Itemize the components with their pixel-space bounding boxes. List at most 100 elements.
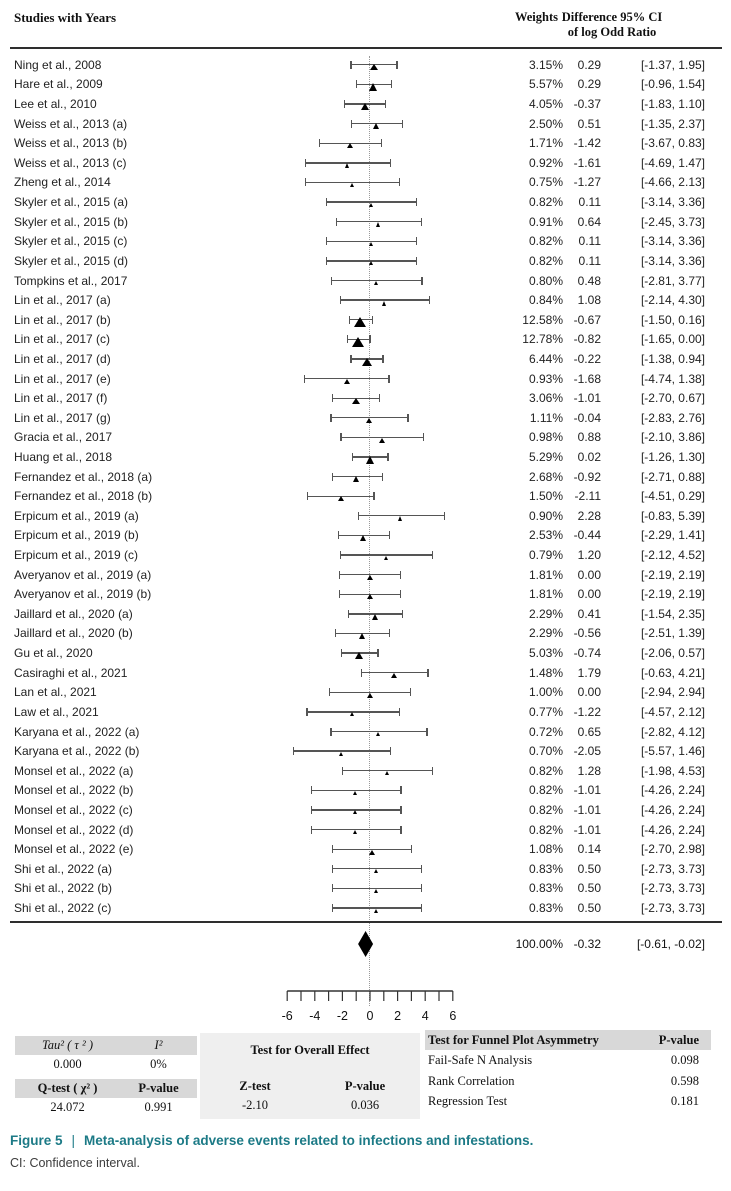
ci-cap-left	[304, 158, 306, 167]
ci-cap-right	[382, 354, 384, 363]
ci-cap-left	[340, 649, 343, 658]
ci-whisker	[331, 279, 423, 282]
ci-whisker	[311, 828, 401, 831]
ci-cap-left	[331, 864, 334, 873]
ci-value: 0.50 [-2.73, 3.73]	[563, 881, 705, 895]
ci-value: 0.65 [-2.82, 4.12]	[563, 725, 705, 739]
weight-value: 0.82%	[528, 802, 563, 817]
effect-marker	[383, 553, 388, 560]
ci-cap-right	[378, 394, 380, 403]
interval-value: [-3.14, 3.36]	[640, 253, 705, 268]
interval-value: [-1.65, 0.00]	[640, 332, 705, 347]
study-label: Jaillard et al., 2020 (b)	[14, 626, 133, 641]
summary-interval: [-0.61, -0.02]	[636, 937, 705, 951]
funnel-row-rank-correlation: Rank Correlation 0.598	[425, 1071, 711, 1092]
study-plot-cell	[280, 447, 470, 467]
weight-value: 0.83%	[528, 881, 563, 896]
study-row: Monsel et al., 2022 (b) 0.82% -1.01 [-4.26,…	[0, 781, 731, 801]
svg-text:-4: -4	[309, 1009, 320, 1023]
ci-cap-right	[380, 139, 383, 148]
estimate-value: 0.65	[577, 724, 601, 739]
ci-cap-right	[389, 158, 391, 167]
effect-marker	[352, 334, 365, 347]
ci-cap-right	[384, 100, 386, 109]
study-label: Ning et al., 2008	[14, 57, 102, 72]
ci-cap-right	[422, 433, 424, 442]
study-label: Monsel et al., 2022 (c)	[14, 802, 133, 817]
ci-cap-right	[420, 864, 423, 873]
weight-value: 2.53%	[528, 528, 563, 543]
study-rows: Ning et al., 2008 3.15% 0.29 [-1.37, 1.95] H…	[0, 55, 731, 918]
ci-cap-left	[305, 178, 307, 187]
svg-text:-6: -6	[282, 1009, 293, 1023]
ci-whisker	[311, 789, 401, 791]
estimate-value: 0.00	[577, 587, 601, 602]
effect-marker	[391, 670, 398, 678]
interval-value: [-2.81, 3.77]	[640, 273, 705, 288]
study-row: Lin et al., 2017 (f) 3.06% -1.01 [-2.70, 0.…	[0, 388, 731, 408]
study-label: Lin et al., 2017 (b)	[14, 312, 111, 327]
study-label: Shi et al., 2022 (a)	[14, 861, 113, 876]
ci-cap-right	[428, 296, 431, 305]
interval-value: [-4.69, 1.47]	[640, 155, 705, 170]
weight-value: 0.72%	[528, 724, 563, 739]
study-row: Shi et al., 2022 (b) 0.83% 0.50 [-2.73, 3.7…	[0, 879, 731, 899]
study-label: Lin et al., 2017 (g)	[14, 410, 111, 425]
ci-cap-left	[360, 668, 362, 677]
weight-value: 2.29%	[528, 606, 563, 621]
study-plot-cell	[280, 820, 470, 840]
ci-whisker	[319, 142, 382, 144]
interval-value: [-1.54, 2.35]	[640, 606, 705, 621]
study-label: Fernandez et al., 2018 (b)	[14, 489, 153, 504]
ztest-value: -2.10	[241, 1098, 269, 1112]
study-plot-cell	[280, 114, 470, 134]
study-row: Fernandez et al., 2018 (b) 1.50% -2.11 [-4.…	[0, 486, 731, 506]
ci-whisker	[340, 299, 430, 301]
ci-cap-right	[409, 688, 412, 697]
study-label: Fernandez et al., 2018 (a)	[14, 469, 153, 484]
ci-cap-left	[330, 276, 332, 285]
weight-value: 5.03%	[528, 646, 563, 661]
study-label: Weiss et al., 2013 (b)	[14, 136, 128, 151]
overall-effect-header-row: Z-test P-value	[200, 1077, 420, 1096]
caption-note: CI: Confidence interval.	[10, 1156, 140, 1170]
qtest-value: 24.072	[50, 1100, 85, 1114]
funnel-header-row: Test for Funnel Plot Asymmetry P-value	[425, 1030, 711, 1050]
weight-value: 0.90%	[528, 508, 563, 523]
ci-value: 0.29 [-0.96, 1.54]	[563, 77, 705, 91]
study-plot-cell	[280, 506, 470, 526]
study-row: Lin et al., 2017 (e) 0.93% -1.68 [-4.74, 1.…	[0, 369, 731, 389]
effect-marker	[373, 886, 378, 893]
ci-cap-right	[400, 805, 402, 814]
ci-whisker	[341, 436, 424, 439]
estimate-value: 0.50	[577, 881, 601, 896]
ci-cap-left	[332, 394, 334, 403]
estimate-value: -0.74	[573, 646, 601, 661]
study-label: Monsel et al., 2022 (e)	[14, 842, 134, 857]
study-plot-cell	[280, 879, 470, 899]
estimate-value: -0.22	[573, 351, 601, 366]
study-row: Tompkins et al., 2017 0.80% 0.48 [-2.81, 3.…	[0, 271, 731, 291]
weight-value: 0.82%	[528, 234, 563, 249]
weight-value: 0.80%	[528, 273, 563, 288]
ci-cap-left	[337, 531, 340, 540]
study-label: Erpicum et al., 2019 (b)	[14, 528, 139, 543]
estimate-value: 1.20	[577, 548, 601, 563]
study-plot-cell	[280, 212, 470, 232]
ci-value: 0.50 [-2.73, 3.73]	[563, 901, 705, 915]
ci-cap-right	[377, 649, 379, 658]
ci-cap-left	[350, 119, 353, 128]
effect-marker	[350, 709, 355, 717]
interval-value: [-0.63, 4.21]	[640, 665, 705, 680]
study-plot-cell	[280, 839, 470, 859]
ci-whisker	[331, 730, 427, 733]
ci-value: 0.64 [-2.45, 3.73]	[563, 215, 705, 229]
effect-marker	[353, 473, 360, 483]
interval-value: [-4.66, 2.13]	[640, 175, 705, 190]
study-row: Monsel et al., 2022 (a) 0.82% 1.28 [-1.98, …	[0, 761, 731, 781]
funnel-row-regression-test: Regression Test 0.181	[425, 1091, 711, 1112]
tau2-label: Tau² ( τ ² )	[41, 1038, 94, 1052]
estimate-value: 1.28	[577, 763, 601, 778]
ci-value: 2.28 [-0.83, 5.39]	[563, 509, 705, 523]
